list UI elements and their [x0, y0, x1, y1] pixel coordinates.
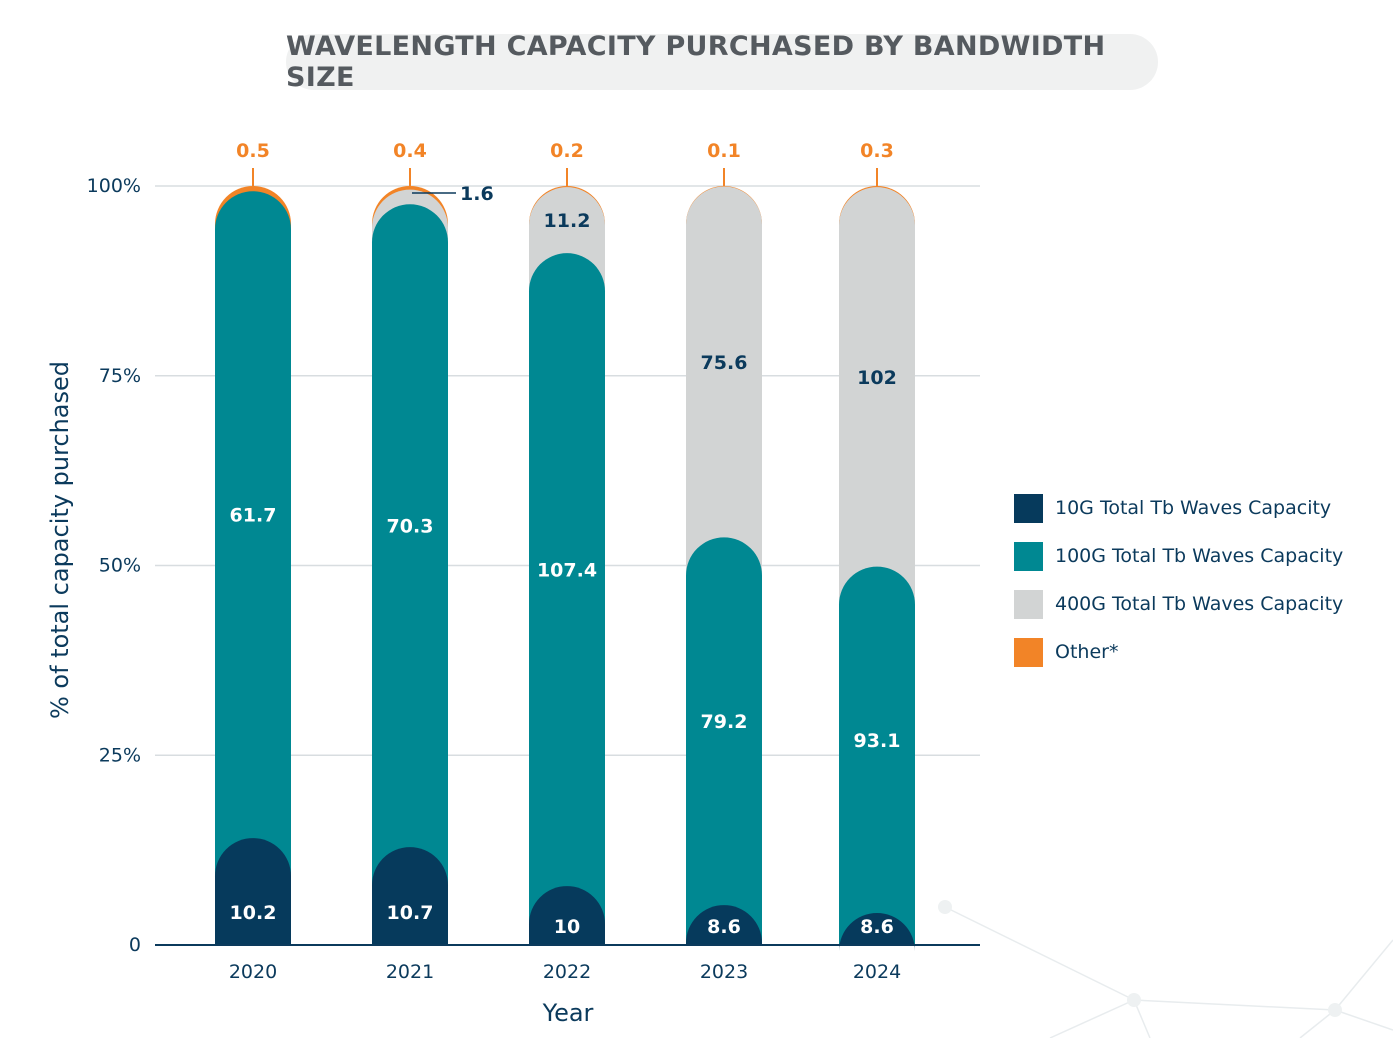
x-tick-label: 2022: [543, 961, 591, 983]
bar-10g-2020: [215, 838, 291, 945]
y-tick-label: 0: [129, 934, 141, 956]
bar-100g-2021: [372, 204, 448, 945]
data-label-other-2024: 0.3: [860, 140, 894, 162]
decor-line: [1133, 999, 1336, 1011]
data-label-100g-2022: 107.4: [537, 560, 597, 582]
data-labels: 10.2 61.7 0.5 10.7 70.3 1.6 0.4 10 107.4 11.2 0.2 8…: [230, 140, 901, 938]
legend-label-10g: 10G Total Tb Waves Capacity: [1055, 497, 1332, 519]
legend-label-other: Other*: [1055, 641, 1119, 663]
data-label-10g-2024: 8.6: [860, 916, 894, 938]
legend-swatch-400g: [1014, 589, 1043, 619]
x-tick-label: 2024: [853, 961, 901, 983]
data-label-400g-2023: 75.6: [701, 352, 748, 374]
legend-swatch-100g: [1014, 541, 1043, 571]
legend-label-100g: 100G Total Tb Waves Capacity: [1055, 545, 1344, 567]
y-tick-label: 100%: [87, 175, 141, 197]
x-tick-label: 2023: [700, 961, 748, 983]
bar-10g-2024: [839, 913, 915, 952]
data-label-10g-2023: 8.6: [707, 916, 741, 938]
bars: [215, 186, 915, 952]
bar-100g-2020: [215, 191, 291, 946]
legend: 10G Total Tb Waves Capacity 100G Total T…: [1014, 493, 1344, 686]
bar-100g-2022: [529, 253, 605, 945]
chart-title: WAVELENGTH CAPACITY PURCHASED BY BANDWID…: [286, 31, 1106, 93]
decor-node: [1127, 993, 1141, 1007]
y-tick-label: 75%: [99, 365, 141, 387]
data-label-400g-2021: 1.6: [460, 183, 494, 205]
axes: 0 25% 50% 75% 100% Year % of total capacity pu…: [46, 175, 980, 1027]
decor-line: [1334, 1009, 1393, 1031]
data-label-100g-2023: 79.2: [701, 711, 748, 733]
data-label-400g-2024: 102: [857, 367, 897, 389]
decor-node: [1328, 1003, 1342, 1017]
bar-10g-2023: [686, 905, 762, 945]
chart-title-pill: WAVELENGTH CAPACITY PURCHASED BY BANDWID…: [286, 31, 1158, 93]
data-label-other-2020: 0.5: [236, 140, 270, 162]
bar-100g-2023: [686, 537, 762, 945]
data-label-other-2023: 0.1: [707, 140, 741, 162]
legend-swatch-10g: [1014, 493, 1043, 523]
data-label-10g-2022: 10: [554, 916, 580, 938]
bar-100g-2024: [839, 566, 915, 945]
decor-line: [1334, 939, 1393, 1011]
legend-label-400g: 400G Total Tb Waves Capacity: [1055, 593, 1344, 615]
data-label-other-2021: 0.4: [393, 140, 427, 162]
legend-swatch-other: [1014, 637, 1043, 667]
legend-item-100g: 100G Total Tb Waves Capacity: [1014, 541, 1344, 571]
data-label-100g-2024: 93.1: [854, 730, 901, 752]
x-tick-label: 2020: [229, 961, 277, 983]
data-label-100g-2020: 61.7: [230, 505, 277, 527]
data-label-400g-2022: 11.2: [544, 210, 591, 232]
decor-node: [938, 900, 952, 914]
bar-10g-2022: [529, 886, 605, 945]
data-label-100g-2021: 70.3: [387, 516, 434, 538]
x-axis-title: Year: [542, 999, 594, 1027]
data-label-other-2022: 0.2: [550, 140, 584, 162]
decor-line: [1299, 1009, 1336, 1038]
data-label-10g-2020: 10.2: [230, 902, 277, 924]
legend-item-400g: 400G Total Tb Waves Capacity: [1014, 589, 1344, 619]
decor-line: [944, 906, 1135, 1001]
y-tick-label: 25%: [99, 744, 141, 766]
y-axis-title: % of total capacity purchased: [46, 361, 74, 719]
background-network-decoration: [938, 900, 1393, 1038]
data-label-10g-2021: 10.7: [387, 902, 434, 924]
legend-item-other: Other*: [1014, 637, 1343, 667]
y-tick-label: 50%: [99, 555, 141, 577]
legend-item-10g: 10G Total Tb Waves Capacity: [1014, 493, 1343, 523]
decor-line: [1049, 999, 1135, 1038]
x-tick-label: 2021: [386, 961, 434, 983]
bar-10g-2021: [372, 847, 448, 945]
